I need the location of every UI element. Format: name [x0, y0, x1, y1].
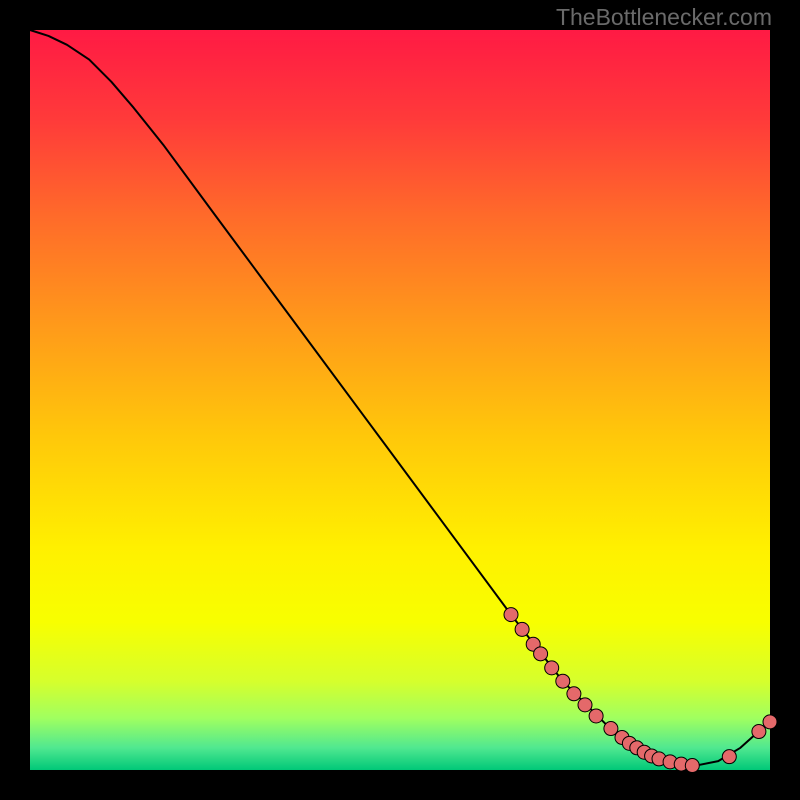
watermark-text: TheBottlenecker.com [556, 4, 772, 31]
data-point [685, 759, 699, 773]
data-point [545, 661, 559, 675]
data-point [534, 647, 548, 661]
data-point [578, 698, 592, 712]
data-point [556, 674, 570, 688]
data-point [722, 750, 736, 764]
data-point [515, 622, 529, 636]
data-point [763, 715, 777, 729]
plot-background [30, 30, 770, 770]
data-point [504, 608, 518, 622]
data-point [567, 687, 581, 701]
bottleneck-chart [0, 0, 800, 800]
data-point [589, 709, 603, 723]
data-point [752, 725, 766, 739]
